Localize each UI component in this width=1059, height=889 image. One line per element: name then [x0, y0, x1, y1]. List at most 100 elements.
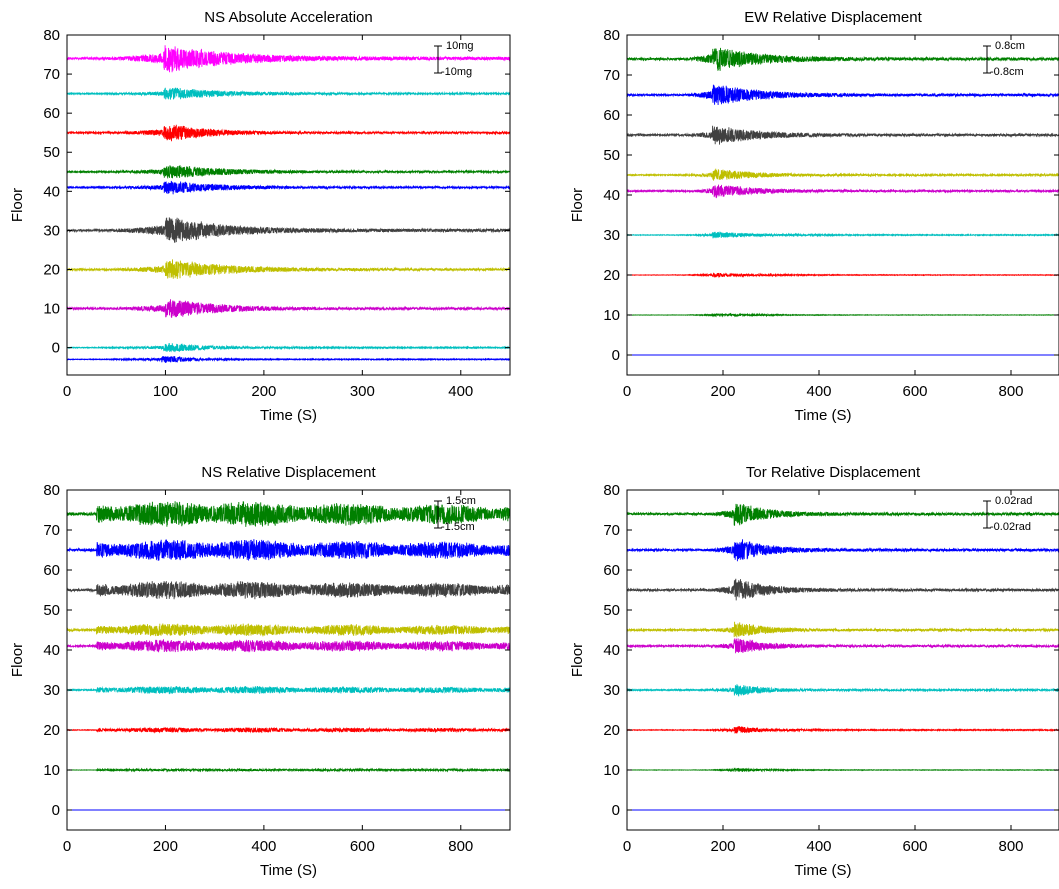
y-axis-label: Floor [9, 643, 26, 677]
y-tick-label: 10 [603, 307, 620, 324]
chart-title: EW Relative Displacement [744, 9, 922, 26]
y-tick-label: 30 [43, 682, 60, 699]
series-group [627, 504, 1059, 810]
y-tick-label: 60 [603, 107, 620, 124]
scale-bar-top-label: 0.02rad [995, 495, 1032, 507]
y-tick-label: 80 [603, 27, 620, 44]
chart-title: NS Absolute Acceleration [204, 9, 372, 26]
y-axis-label: Floor [569, 643, 586, 677]
x-tick-label: 200 [710, 838, 735, 855]
y-tick-label: 20 [43, 261, 60, 278]
series-line-floor-45 [67, 165, 510, 178]
series-line-floor-65 [67, 539, 510, 561]
y-tick-label: 40 [603, 187, 620, 204]
series-line-floor-45 [67, 624, 510, 637]
y-tick-label: 70 [603, 522, 620, 539]
series-line-floor-20 [67, 727, 510, 732]
y-tick-label: 10 [43, 762, 60, 779]
series-group [67, 45, 510, 363]
plot-frame [627, 490, 1059, 830]
x-tick-label: 200 [153, 838, 178, 855]
series-line-floor-30 [67, 217, 510, 242]
x-tick-label: 300 [350, 383, 375, 400]
y-tick-label: 50 [603, 147, 620, 164]
series-line-floor-20 [627, 726, 1059, 733]
y-tick-label: 0 [612, 347, 620, 364]
series-line-floor-30 [627, 232, 1059, 239]
chart-panel-2: 0 200 400 600 800 0 10 20 30 40 50 60 70 80 EW Relativ… [569, 9, 1059, 424]
x-tick-label: 0 [63, 838, 71, 855]
x-axis-label: Time (S) [795, 862, 852, 879]
y-tick-label: 60 [603, 562, 620, 579]
x-tick-label: 600 [902, 838, 927, 855]
x-tick-label: 600 [350, 838, 375, 855]
scale-bar-top-label: 10mg [446, 40, 474, 52]
series-line-floor-30 [627, 684, 1059, 696]
series-line-floor-41 [627, 185, 1059, 199]
y-tick-label: 50 [43, 144, 60, 161]
y-tick-label: 40 [43, 642, 60, 659]
series-line-floor--3 [67, 356, 510, 363]
series-line-floor-20 [627, 273, 1059, 278]
x-tick-label: 600 [902, 383, 927, 400]
x-axis-label: Time (S) [260, 407, 317, 424]
scale-bar-bottom-label: -1.5cm [441, 521, 475, 533]
x-tick-label: 400 [806, 383, 831, 400]
series-line-floor-30 [67, 686, 510, 694]
y-tick-label: 80 [603, 482, 620, 499]
chart-panel-3: 0 200 400 600 80001020304050607080NS Relativ… [9, 464, 510, 879]
chart-panel-1: 0 100 200 300 400 0 10 20 30 40 50 60 70 80 NS Absolut… [9, 9, 510, 424]
series-line-floor-55 [67, 581, 510, 599]
x-axis-label: Time (S) [795, 407, 852, 424]
series-line-floor-45 [627, 622, 1059, 638]
x-tick-label: 200 [251, 383, 276, 400]
series-line-floor-41 [627, 638, 1059, 653]
x-tick-label: 800 [448, 838, 473, 855]
y-tick-label: 40 [43, 183, 60, 200]
y-tick-label: 20 [43, 722, 60, 739]
y-tick-label: 20 [603, 267, 620, 284]
y-tick-label: 80 [43, 27, 60, 44]
x-tick-label: 200 [710, 383, 735, 400]
series-line-floor-45 [627, 169, 1059, 181]
series-line-floor-55 [627, 126, 1059, 145]
scale-bar-top-label: 1.5cm [446, 495, 476, 507]
y-tick-label: 10 [603, 762, 620, 779]
y-tick-label: 70 [43, 66, 60, 83]
y-tick-label: 50 [43, 602, 60, 619]
series-group [627, 48, 1059, 355]
plot-frame [67, 490, 510, 830]
x-tick-label: 400 [448, 383, 473, 400]
y-tick-label: 50 [603, 602, 620, 619]
y-tick-label: 60 [43, 562, 60, 579]
y-tick-label: 30 [603, 227, 620, 244]
y-tick-label: 80 [43, 482, 60, 499]
scale-bar-top-label: 0.8cm [995, 40, 1025, 52]
x-tick-label: 800 [998, 838, 1023, 855]
series-line-floor-65 [67, 88, 510, 100]
y-tick-label: 0 [52, 340, 60, 357]
y-tick-label: 30 [603, 682, 620, 699]
plot-frame [627, 35, 1059, 375]
scale-bar-bottom-label: -10mg [441, 66, 472, 78]
chart-title: Tor Relative Displacement [746, 464, 921, 481]
x-tick-label: 800 [998, 383, 1023, 400]
x-axis-label: Time (S) [260, 862, 317, 879]
y-tick-label: 40 [603, 642, 620, 659]
y-tick-label: 0 [52, 802, 60, 819]
y-tick-label: 10 [43, 301, 60, 318]
series-line-floor-0 [67, 343, 510, 352]
y-axis-label: Floor [569, 188, 586, 222]
x-tick-label: 100 [153, 383, 178, 400]
scale-bar-bottom-label: -0.02rad [990, 521, 1031, 533]
series-line-floor-55 [67, 125, 510, 141]
x-tick-label: 0 [623, 383, 631, 400]
scale-bar-bottom-label: -0.8cm [990, 66, 1024, 78]
plot-frame [67, 35, 510, 375]
y-tick-label: 70 [603, 67, 620, 84]
series-line-floor-55 [627, 579, 1059, 601]
series-line-floor-10 [67, 769, 510, 771]
x-tick-label: 0 [63, 383, 71, 400]
y-tick-label: 60 [43, 105, 60, 122]
series-line-floor-41 [67, 639, 510, 652]
